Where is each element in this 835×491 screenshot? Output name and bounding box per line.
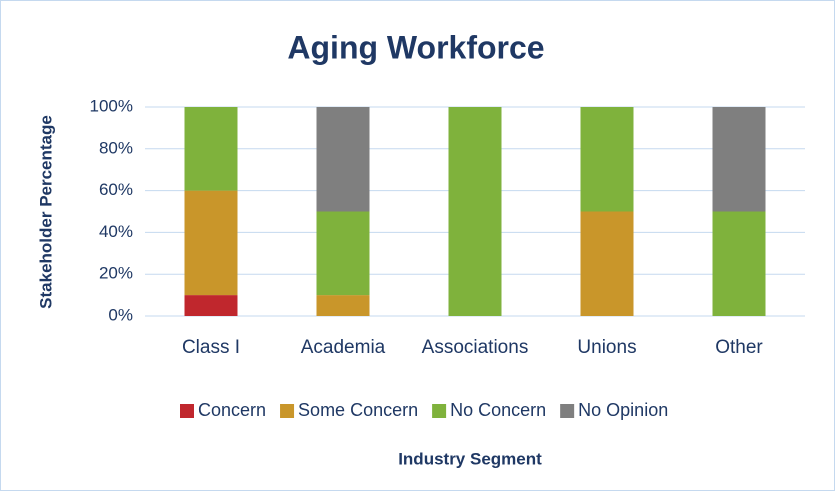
- y-tick-label: 100%: [90, 96, 133, 115]
- y-tick-label: 80%: [99, 138, 133, 157]
- bar-segment: [184, 107, 238, 191]
- bar-segment: [316, 107, 370, 212]
- legend-label: Some Concern: [298, 400, 418, 420]
- bar-segment: [448, 107, 502, 316]
- chart-title: Aging Workforce: [287, 29, 544, 65]
- legend-label: No Concern: [450, 400, 546, 420]
- legend-swatch: [180, 404, 194, 418]
- x-tick-label: Associations: [422, 337, 529, 358]
- bar-segment: [580, 211, 634, 316]
- bar-segment: [580, 107, 634, 212]
- y-axis-label: Stakeholder Percentage: [36, 115, 55, 309]
- bar-segment: [184, 295, 238, 316]
- y-tick-label: 40%: [99, 222, 133, 241]
- x-tick-label: Class I: [182, 337, 240, 358]
- legend-label: No Opinion: [578, 400, 668, 420]
- bar-segment: [316, 211, 370, 296]
- x-axis-label: Industry Segment: [398, 449, 542, 468]
- bar-segment: [712, 107, 766, 212]
- x-tick-label: Other: [715, 337, 763, 358]
- legend-swatch: [560, 404, 575, 418]
- legend-label: Concern: [198, 400, 266, 420]
- legend-swatch: [280, 404, 295, 418]
- y-tick-label: 60%: [99, 180, 133, 199]
- bar-segment: [712, 211, 766, 316]
- x-tick-label: Unions: [577, 337, 636, 358]
- y-tick-label: 20%: [99, 264, 133, 283]
- x-tick-label: Academia: [301, 337, 386, 358]
- bar-segment: [316, 295, 370, 316]
- bar-segment: [184, 190, 238, 296]
- y-tick-label: 0%: [108, 305, 133, 324]
- legend-swatch: [432, 404, 447, 418]
